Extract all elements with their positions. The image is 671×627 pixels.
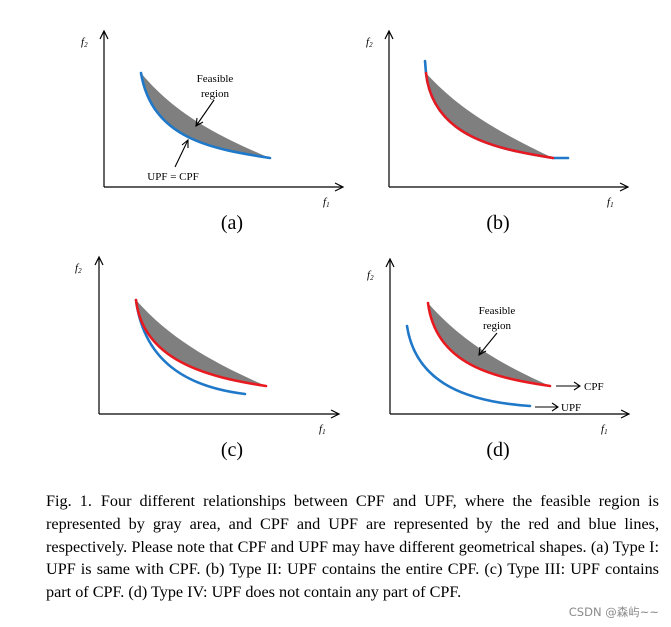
panel-c-label: (c)	[221, 439, 243, 461]
panel-c-feasible-region	[136, 300, 266, 386]
figure-caption: Fig. 1. Four different relationships betw…	[46, 490, 659, 604]
panel-d-region-pointer	[478, 332, 498, 356]
panel-a: Feasible region UPF = CPF f2 f1 (a)	[81, 29, 345, 234]
panel-b-x-arrow	[619, 182, 630, 192]
panel-a-x-label: f1	[323, 196, 330, 209]
panel-d-cpf-arrow-head	[573, 381, 581, 391]
panel-b-y-arrow	[384, 29, 394, 40]
panel-d-label: (d)	[486, 439, 509, 461]
caption-id: Fig. 1.	[46, 492, 92, 510]
panel-d-cpf-curve	[426, 301, 552, 388]
caption-text: Four different relationships between CPF…	[46, 492, 659, 602]
panel-c-y-label: f2	[75, 262, 82, 275]
panel-a-region-pointer	[195, 99, 215, 127]
panel-d-feasible-region	[428, 303, 550, 386]
panel-c-cpf-curve	[134, 298, 268, 388]
panel-b-cpf-curve	[424, 71, 555, 160]
panel-b-y-label: f2	[366, 36, 373, 49]
panel-c-x-arrow	[330, 409, 341, 419]
panel-c-x-label: f1	[319, 423, 326, 436]
panel-d-cpf-label: CPF	[584, 381, 604, 393]
panel-a-upf-cpf-label: UPF = CPF	[147, 171, 198, 183]
panel-a-x-arrow	[334, 182, 345, 192]
panel-a-feasible-label-2: region	[201, 88, 230, 100]
watermark: CSDN @森屿~~	[568, 605, 659, 619]
panel-b-feasible-region	[426, 73, 553, 158]
panel-a-region-pointer-head	[195, 117, 204, 128]
panel-d: Feasible region CPF UPF f2 f1 (d)	[367, 257, 631, 461]
panel-a-feasible-label-1: Feasible	[197, 73, 234, 85]
panel-c: f2 f1 (c)	[75, 255, 341, 461]
panel-a-upf-cpf-curve	[139, 71, 272, 160]
panel-d-y-arrow	[385, 257, 395, 268]
panel-b: f2 f1 (b)	[366, 29, 630, 234]
panel-d-upf-arrow-head	[551, 402, 559, 412]
panel-c-y-arrow	[94, 255, 104, 266]
figure-diagram: Feasible region UPF = CPF f2 f1 (a) f2 f…	[75, 29, 631, 461]
panel-a-upf-pointer	[174, 139, 189, 168]
panel-a-feasible-region	[141, 73, 270, 158]
panel-a-y-arrow	[99, 29, 109, 40]
panel-d-upf-curve	[405, 324, 532, 408]
panel-b-label: (b)	[486, 212, 509, 234]
panel-a-y-label: f2	[81, 36, 88, 49]
panel-d-region-pointer-head	[478, 346, 487, 357]
panel-d-x-arrow	[620, 409, 631, 419]
panel-d-feasible-label-1: Feasible	[479, 305, 516, 317]
panel-d-x-label: f1	[601, 423, 608, 436]
panel-d-upf-label: UPF	[561, 402, 581, 414]
panel-d-y-label: f2	[367, 269, 374, 282]
panel-a-label: (a)	[221, 212, 243, 234]
panel-b-x-label: f1	[607, 196, 614, 209]
panel-d-feasible-label-2: region	[483, 320, 512, 332]
panel-a-upf-pointer-head	[181, 138, 189, 148]
